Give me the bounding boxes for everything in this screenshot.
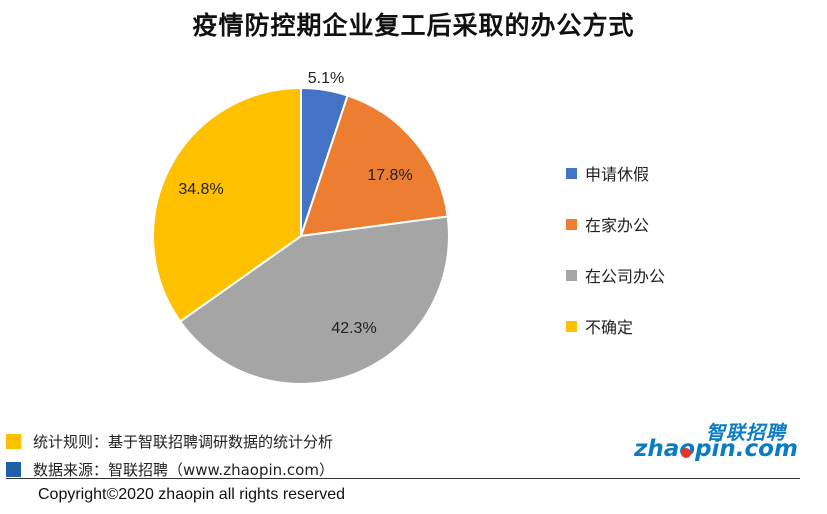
legend-swatch: [566, 218, 577, 230]
note-text: 统计规则：基于智联招聘调研数据的统计分析: [33, 432, 334, 451]
copyright-text: Copyright©2020 zhaopin all rights reserv…: [38, 486, 346, 503]
note-swatch: [6, 461, 21, 477]
chart-legend: 申请休假 在家办公 在公司办公 不确定: [566, 160, 665, 364]
legend-label: 在公司办公: [585, 267, 666, 286]
legend-item-uncertain: 不确定: [566, 313, 665, 339]
pie-labels: 5.1% 17.8% 42.3% 34.8%: [178, 70, 412, 337]
legend-label: 申请休假: [585, 165, 650, 184]
note-swatch: [6, 433, 21, 449]
logo-dot-icon: [681, 448, 691, 458]
pie-slice: [178, 215, 450, 385]
legend-swatch: [566, 167, 577, 179]
note-text: 数据来源：智联招聘（www.zhaopin.com）: [33, 460, 334, 479]
pie-slice: [299, 94, 449, 238]
pie-data-label: 5.1%: [308, 70, 344, 87]
legend-swatch: [566, 320, 577, 332]
footnotes: 统计规则：基于智联招聘调研数据的统计分析 数据来源：智联招聘（www.zhaop…: [6, 428, 334, 484]
legend-label: 不确定: [585, 318, 634, 337]
pie-slice: [151, 86, 302, 323]
note-stat-rule: 统计规则：基于智联招聘调研数据的统计分析: [6, 428, 334, 454]
pie-data-label: 17.8%: [367, 167, 412, 184]
zhaopin-logo: 智联招聘 zhaopin.com: [634, 418, 798, 468]
legend-swatch: [566, 269, 577, 281]
pie-data-label: 34.8%: [178, 181, 223, 198]
legend-label: 在家办公: [585, 216, 650, 235]
chart-title: 疫情防控期企业复工后采取的办公方式: [192, 11, 635, 40]
pie-slices: [151, 86, 450, 385]
pie-data-label: 42.3%: [331, 320, 376, 337]
logo-en-text: zhaopin.com: [634, 436, 798, 462]
legend-item-home-office: 在家办公: [566, 211, 665, 237]
note-data-source: 数据来源：智联招聘（www.zhaopin.com）: [6, 456, 334, 482]
footer-divider: [6, 478, 800, 479]
logo-cn-text: 智联招聘: [706, 422, 787, 444]
legend-item-leave: 申请休假: [566, 160, 665, 186]
legend-item-company-office: 在公司办公: [566, 262, 665, 288]
